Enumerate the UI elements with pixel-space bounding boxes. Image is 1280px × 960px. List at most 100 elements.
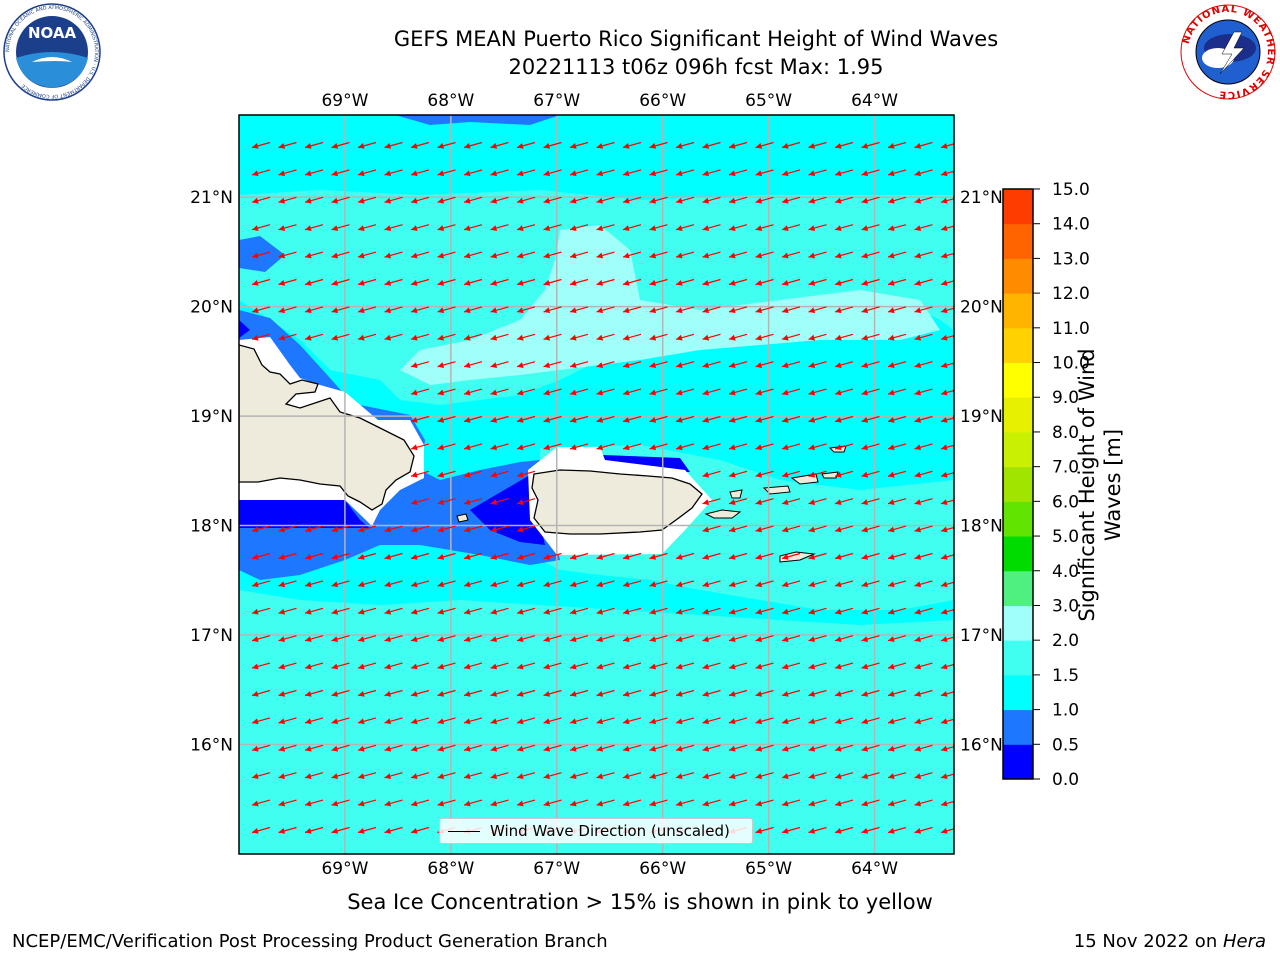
wind-arrow xyxy=(596,607,615,615)
wind-arrow xyxy=(569,772,589,779)
wind-arrow xyxy=(516,689,536,697)
wind-arrow xyxy=(569,169,589,177)
wind-arrow xyxy=(834,607,854,615)
wind-arrow xyxy=(278,278,297,286)
wind-arrow xyxy=(251,635,271,642)
wind-arrow xyxy=(596,552,615,560)
wind-arrow xyxy=(596,169,615,177)
wind-arrow xyxy=(437,580,456,588)
wind-arrow xyxy=(649,443,668,451)
wind-arrow xyxy=(622,443,642,451)
wind-arrow xyxy=(516,635,536,642)
wind-arrow xyxy=(463,141,483,149)
wind-arrow xyxy=(834,169,854,177)
longitude-tick-label: 66°W xyxy=(639,91,686,111)
wind-arrow xyxy=(781,635,801,642)
wind-arrow xyxy=(384,333,403,341)
colorbar: 0.0 0.5 1.0 1.5 2.0 3.0 4.0 5.0 6.0 7.0 8.0 9.0 10.0… xyxy=(1002,180,1090,790)
wind-arrow xyxy=(728,772,748,779)
wind-arrow xyxy=(702,799,721,807)
latitude-tick-label: 17°N xyxy=(960,626,1003,646)
wave-field-0-0.5m-hispaniola-n xyxy=(239,320,250,338)
wind-arrow xyxy=(569,689,589,697)
wind-arrow xyxy=(887,251,907,259)
wind-arrow xyxy=(649,607,668,615)
wind-arrow xyxy=(516,169,536,177)
wind-arrow xyxy=(649,580,668,588)
wind-arrow xyxy=(304,580,324,588)
wind-arrow xyxy=(251,744,271,752)
wind-arrow xyxy=(304,552,324,560)
colorbar-tick-label: 6.0 xyxy=(1052,492,1079,512)
wind-arrow xyxy=(251,662,271,670)
wind-arrow xyxy=(755,470,774,478)
wind-arrow xyxy=(490,580,509,588)
wind-arrow xyxy=(887,278,907,286)
wind-arrow xyxy=(543,251,562,259)
wind-arrow xyxy=(516,662,536,670)
wind-arrow xyxy=(251,333,271,341)
wind-arrow xyxy=(516,415,536,423)
wind-arrow xyxy=(808,361,827,368)
wind-arrow xyxy=(702,169,721,177)
wind-arrow xyxy=(516,607,536,615)
wind-arrow xyxy=(675,415,695,423)
wind-arrow xyxy=(755,333,774,341)
wind-arrow xyxy=(410,552,430,560)
wind-arrow xyxy=(914,580,933,588)
land-virgin-islands-1 xyxy=(704,509,742,519)
wind-arrow xyxy=(914,717,933,725)
wind-arrow xyxy=(914,443,933,451)
wind-arrow xyxy=(755,744,774,752)
colorbar-tick-label: 4.0 xyxy=(1052,562,1079,582)
wind-arrow xyxy=(728,278,748,286)
wind-arrow xyxy=(278,580,297,588)
wind-arrow xyxy=(702,552,721,560)
wind-arrow xyxy=(490,772,509,779)
wind-arrow xyxy=(410,278,430,286)
wind-arrow xyxy=(622,662,642,670)
wind-arrow xyxy=(437,224,456,231)
wind-arrow xyxy=(596,689,615,697)
wind-arrow xyxy=(463,580,483,588)
wind-arrow xyxy=(463,498,483,505)
wind-arrow xyxy=(569,415,589,423)
wind-arrow xyxy=(887,333,907,341)
wind-arrow xyxy=(357,662,377,670)
wind-arrow xyxy=(702,662,721,670)
wind-arrow xyxy=(914,361,933,368)
wind-arrow xyxy=(543,415,562,423)
wind-arrow xyxy=(596,580,615,588)
wind-arrow xyxy=(940,143,954,149)
wind-arrow xyxy=(914,169,933,177)
wind-arrow xyxy=(728,443,748,451)
wind-arrow xyxy=(437,361,456,368)
wind-arrow xyxy=(304,826,324,834)
wind-arrow xyxy=(781,306,801,314)
wind-arrow xyxy=(543,662,562,670)
wind-arrow xyxy=(543,361,562,368)
wind-arrow xyxy=(278,772,297,779)
wind-arrow xyxy=(490,388,509,396)
wind-arrow xyxy=(384,251,403,259)
wind-arrow xyxy=(331,826,350,834)
wind-arrow xyxy=(702,141,721,149)
wind-arrow xyxy=(702,306,721,314)
wind-arrow xyxy=(649,141,668,149)
wind-arrow xyxy=(516,278,536,286)
wind-arrow xyxy=(808,717,827,725)
wind-arrow xyxy=(675,717,695,725)
wind-arrow xyxy=(384,799,403,807)
wind-arrow xyxy=(808,799,827,807)
wind-arrow xyxy=(914,251,933,259)
map-gridlines xyxy=(239,115,954,854)
wind-arrow xyxy=(596,333,615,341)
wind-arrow xyxy=(675,278,695,286)
latitude-tick-label: 18°N xyxy=(190,517,233,537)
wind-arrow xyxy=(569,388,589,396)
wind-arrow xyxy=(569,799,589,807)
wind-arrow xyxy=(622,717,642,725)
wind-arrow xyxy=(887,141,907,149)
wind-arrow xyxy=(649,224,668,231)
wind-arrow xyxy=(914,635,933,642)
